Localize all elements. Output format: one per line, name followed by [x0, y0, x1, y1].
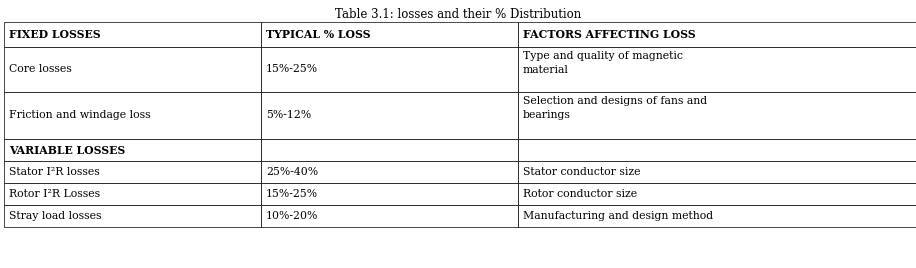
Bar — [4, 183, 261, 205]
Bar — [4, 47, 261, 92]
Text: Stator I²R losses: Stator I²R losses — [9, 167, 100, 177]
Bar — [261, 139, 518, 161]
Bar — [4, 161, 261, 183]
Text: Stator conductor size: Stator conductor size — [523, 167, 640, 177]
Bar — [518, 47, 916, 92]
Bar — [261, 92, 518, 139]
Bar — [261, 161, 518, 183]
Bar — [518, 139, 916, 161]
Text: 15%-25%: 15%-25% — [266, 189, 318, 199]
Bar — [261, 183, 518, 205]
Text: FIXED LOSSES: FIXED LOSSES — [9, 29, 101, 40]
Bar — [518, 92, 916, 139]
Text: Stray load losses: Stray load losses — [9, 211, 102, 221]
Text: Manufacturing and design method: Manufacturing and design method — [523, 211, 714, 221]
Bar — [4, 92, 261, 139]
Bar — [518, 205, 916, 227]
Text: VARIABLE LOSSES: VARIABLE LOSSES — [9, 144, 125, 155]
Text: Table 3.1: losses and their % Distribution: Table 3.1: losses and their % Distributi… — [335, 8, 581, 21]
Text: Selection and designs of fans and
bearings: Selection and designs of fans and bearin… — [523, 96, 707, 120]
Text: 15%-25%: 15%-25% — [266, 65, 318, 75]
Bar — [4, 139, 261, 161]
Text: 5%-12%: 5%-12% — [266, 110, 311, 121]
Bar — [4, 22, 261, 47]
Text: Type and quality of magnetic
material: Type and quality of magnetic material — [523, 51, 682, 75]
Text: 10%-20%: 10%-20% — [266, 211, 319, 221]
Text: FACTORS AFFECTING LOSS: FACTORS AFFECTING LOSS — [523, 29, 695, 40]
Bar — [261, 47, 518, 92]
Text: TYPICAL % LOSS: TYPICAL % LOSS — [266, 29, 370, 40]
Bar — [518, 183, 916, 205]
Text: Rotor I²R Losses: Rotor I²R Losses — [9, 189, 100, 199]
Text: Friction and windage loss: Friction and windage loss — [9, 110, 150, 121]
Bar — [518, 161, 916, 183]
Text: Core losses: Core losses — [9, 65, 71, 75]
Text: Rotor conductor size: Rotor conductor size — [523, 189, 638, 199]
Bar — [261, 205, 518, 227]
Bar — [4, 205, 261, 227]
Bar — [261, 22, 518, 47]
Text: 25%-40%: 25%-40% — [266, 167, 318, 177]
Bar — [518, 22, 916, 47]
